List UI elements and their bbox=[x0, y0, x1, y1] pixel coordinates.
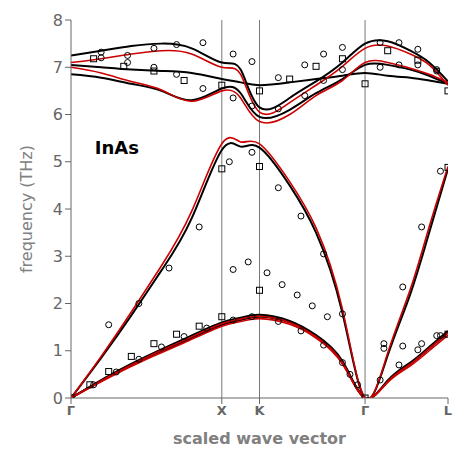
svg-text:L: L bbox=[444, 403, 452, 418]
svg-text:frequency (THz): frequency (THz) bbox=[17, 145, 36, 273]
svg-text:Γ: Γ bbox=[67, 403, 75, 418]
svg-text:Γ: Γ bbox=[361, 403, 369, 418]
svg-text:1: 1 bbox=[53, 341, 63, 360]
svg-text:2: 2 bbox=[53, 294, 63, 313]
svg-text:X: X bbox=[217, 403, 227, 418]
svg-text:6: 6 bbox=[53, 105, 63, 124]
svg-text:0: 0 bbox=[53, 389, 63, 408]
svg-text:8: 8 bbox=[53, 11, 63, 30]
svg-text:InAs: InAs bbox=[95, 137, 139, 158]
svg-text:3: 3 bbox=[53, 247, 63, 266]
svg-text:4: 4 bbox=[53, 200, 63, 219]
svg-text:K: K bbox=[254, 403, 265, 418]
svg-text:5: 5 bbox=[53, 152, 63, 171]
svg-text:scaled wave vector: scaled wave vector bbox=[173, 429, 346, 448]
svg-text:7: 7 bbox=[53, 58, 63, 77]
